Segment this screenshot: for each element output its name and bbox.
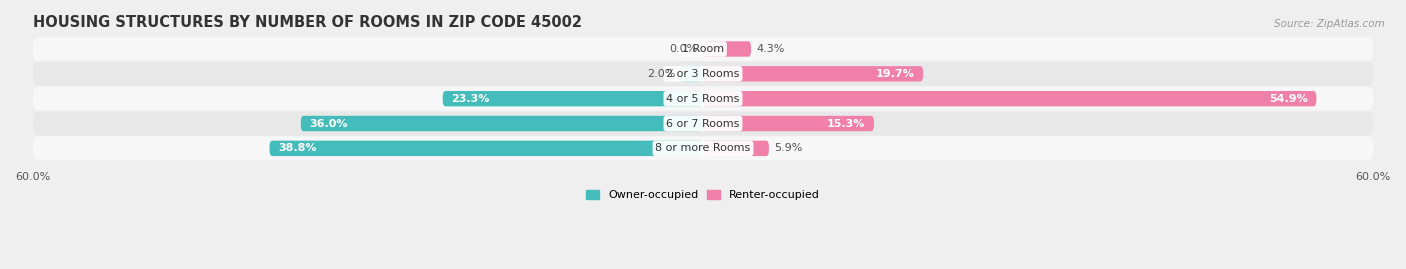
- Legend: Owner-occupied, Renter-occupied: Owner-occupied, Renter-occupied: [581, 185, 825, 205]
- FancyBboxPatch shape: [270, 141, 703, 156]
- FancyBboxPatch shape: [32, 62, 1374, 86]
- Text: Source: ZipAtlas.com: Source: ZipAtlas.com: [1274, 19, 1385, 29]
- Text: 38.8%: 38.8%: [278, 143, 316, 153]
- FancyBboxPatch shape: [703, 66, 924, 82]
- Text: 19.7%: 19.7%: [876, 69, 914, 79]
- Text: 2.0%: 2.0%: [647, 69, 675, 79]
- FancyBboxPatch shape: [703, 116, 875, 131]
- Text: 4.3%: 4.3%: [756, 44, 785, 54]
- FancyBboxPatch shape: [32, 136, 1374, 160]
- Text: 54.9%: 54.9%: [1268, 94, 1308, 104]
- Text: 0.0%: 0.0%: [669, 44, 697, 54]
- FancyBboxPatch shape: [681, 66, 703, 82]
- Text: 4 or 5 Rooms: 4 or 5 Rooms: [666, 94, 740, 104]
- FancyBboxPatch shape: [301, 116, 703, 131]
- FancyBboxPatch shape: [32, 112, 1374, 135]
- Text: 1 Room: 1 Room: [682, 44, 724, 54]
- Text: 36.0%: 36.0%: [309, 119, 349, 129]
- Text: HOUSING STRUCTURES BY NUMBER OF ROOMS IN ZIP CODE 45002: HOUSING STRUCTURES BY NUMBER OF ROOMS IN…: [32, 15, 582, 30]
- Text: 2 or 3 Rooms: 2 or 3 Rooms: [666, 69, 740, 79]
- FancyBboxPatch shape: [32, 37, 1374, 61]
- FancyBboxPatch shape: [32, 87, 1374, 111]
- FancyBboxPatch shape: [443, 91, 703, 106]
- Text: 5.9%: 5.9%: [775, 143, 803, 153]
- Text: 6 or 7 Rooms: 6 or 7 Rooms: [666, 119, 740, 129]
- Text: 8 or more Rooms: 8 or more Rooms: [655, 143, 751, 153]
- Text: 15.3%: 15.3%: [827, 119, 865, 129]
- FancyBboxPatch shape: [703, 41, 751, 57]
- FancyBboxPatch shape: [703, 141, 769, 156]
- Text: 23.3%: 23.3%: [451, 94, 489, 104]
- FancyBboxPatch shape: [703, 91, 1316, 106]
